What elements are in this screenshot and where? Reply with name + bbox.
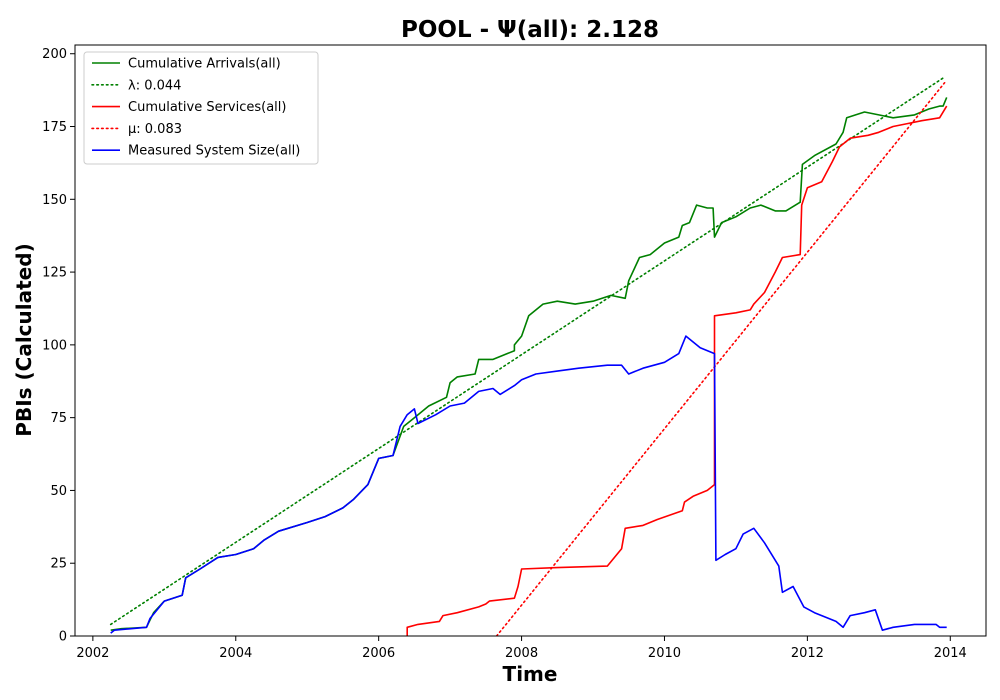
x-axis: 2002 2004 2006 2008 2010 2012 2014: [76, 636, 967, 661]
series-line-3: [495, 82, 946, 636]
x-tick-label: 2004: [219, 646, 252, 661]
y-tick-label: 175: [42, 120, 67, 135]
y-tick-label: 75: [50, 411, 67, 426]
x-axis-label: Time: [503, 662, 558, 686]
x-tick-label: 2012: [791, 646, 824, 661]
legend-entry: Measured System Size(all): [128, 144, 300, 159]
plot-area: [74, 44, 987, 637]
series-line-4: [110, 335, 947, 634]
x-tick-label: 2008: [505, 646, 538, 661]
series-line-1: [109, 76, 946, 626]
y-axis-label: PBIs (Calculated): [12, 243, 36, 436]
y-tick-label: 50: [50, 484, 67, 499]
chart-title: POOL - Ψ(all): 2.128: [401, 17, 659, 43]
legend: Cumulative Arrivals(all) λ: 0.044 Cumulati…: [83, 51, 319, 165]
y-tick-label: 25: [50, 557, 67, 572]
x-tick-label: 2010: [648, 646, 681, 661]
y-tick-label: 100: [42, 338, 67, 353]
legend-entry: μ: 0.083: [128, 122, 182, 137]
plot-frame: [74, 44, 987, 637]
y-tick-label: 200: [42, 47, 67, 62]
legend-frame: [83, 51, 319, 165]
x-tick-label: 2002: [76, 646, 109, 661]
x-tick-label: 2006: [362, 646, 395, 661]
legend-entry: Cumulative Arrivals(all): [128, 57, 281, 72]
y-axis: 0 25 50 75 100 125 150 175 200: [42, 47, 75, 645]
legend-entry: λ: 0.044: [128, 78, 181, 93]
legend-entry: Cumulative Services(all): [128, 100, 286, 115]
series-line-2: [406, 105, 948, 636]
y-tick-label: 150: [42, 193, 67, 208]
y-tick-label: 0: [59, 630, 67, 645]
x-tick-label: 2014: [934, 646, 967, 661]
series-layer: [109, 76, 948, 636]
y-tick-label: 125: [42, 266, 67, 281]
